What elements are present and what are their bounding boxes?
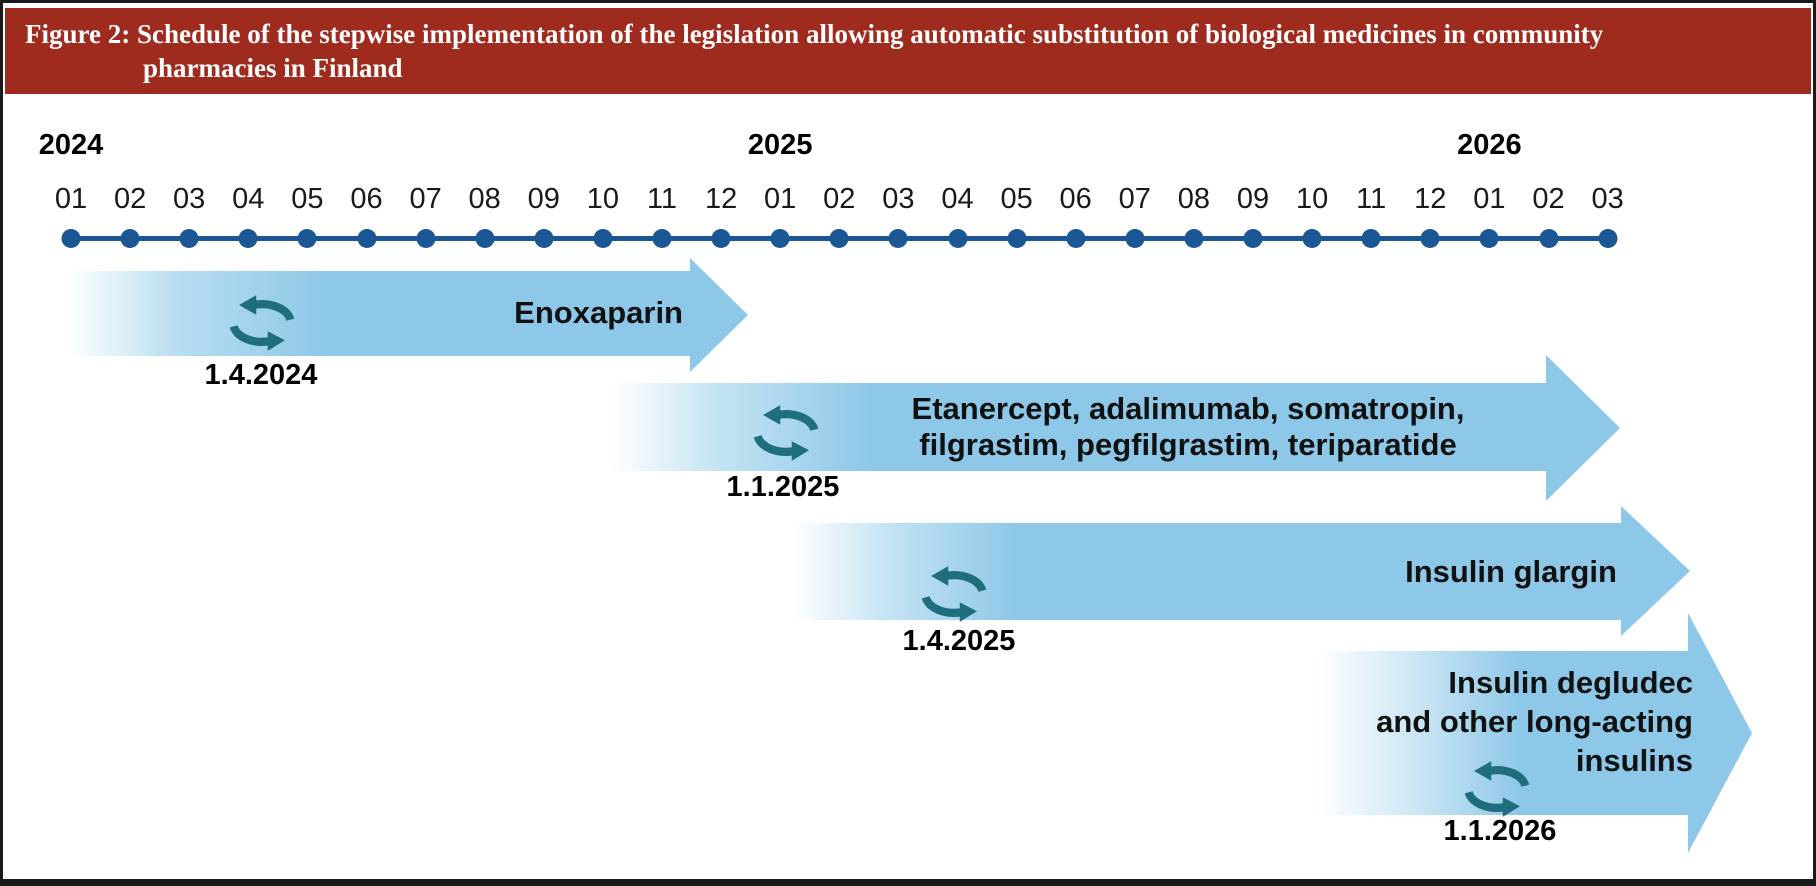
year-label-2024: 2024 [38,129,104,161]
year-label-2026: 2026 [1457,129,1522,161]
month-label: 01 [54,183,88,215]
timeline-dot [61,229,81,248]
timeline-dot [652,229,672,248]
substitution-start-date: 1.1.2025 [726,471,840,503]
arrow-label: Etanercept, adalimumab, somatropin, filg… [911,391,1465,462]
timeline-dot [829,229,849,248]
month-label: 01 [1473,183,1506,215]
month-label: 02 [823,183,856,215]
month-label: 07 [1118,183,1151,215]
arrow-label: Insulin degludec and other long-acting i… [1376,665,1693,778]
month-label: 08 [1177,183,1211,215]
month-label: 09 [1236,183,1270,215]
timeline-dot [534,229,554,248]
substitution-start-date: 1.4.2025 [902,625,1016,657]
month-label: 10 [1295,183,1329,215]
month-label: 08 [468,183,501,215]
arrow-label: Enoxaparin [514,295,683,330]
timeline-dot [1420,229,1440,248]
sync-icon [753,405,819,461]
month-label: 03 [882,183,915,215]
arrow-head [1688,613,1752,853]
month-label: 03 [1591,183,1624,215]
month-label: 10 [586,183,620,215]
timeline-dot [1539,229,1558,248]
month-label: 12 [704,183,738,215]
timeline-dot [297,229,317,248]
month-label: 05 [1000,183,1033,215]
arrow-head [1546,355,1620,501]
arrow-label: Insulin glargin [1405,554,1617,589]
arrow-body [610,383,1546,471]
timeline-dot [1598,229,1618,248]
month-label: 07 [409,183,442,215]
figure-title-line1: Figure 2: Schedule of the stepwise imple… [25,19,1604,49]
sync-icon [1464,761,1530,817]
sync-icon [229,295,295,351]
arrow-body [68,271,690,356]
month-label: 02 [113,183,147,215]
month-label: 04 [232,183,265,215]
month-label: 01 [764,183,797,215]
figure-title-bar: Figure 2: Schedule of the stepwise imple… [5,8,1811,94]
timeline-dot [888,229,908,248]
timeline-dot [593,229,613,248]
timeline-dot [357,229,376,248]
month-label: 09 [527,183,560,215]
timeline-dot [1184,229,1204,248]
substitution-start-date: 1.1.2026 [1443,815,1557,847]
timeline-dot [1479,229,1499,248]
month-label: 02 [1532,183,1565,215]
month-label: 04 [941,183,974,215]
timeline-dot [1125,229,1145,248]
timeline-dot [770,229,790,248]
month-label: 12 [1414,183,1447,215]
timeline-dot [238,229,258,248]
sync-icon [921,566,987,622]
timeline-dot [1066,229,1086,248]
timeline-dot [416,229,436,248]
timeline-dot [1243,229,1263,248]
arrow-head [690,258,748,372]
timeline-dot [179,229,199,248]
timeline-dot [711,229,731,248]
arrow-body [1316,651,1688,815]
timeline-dot [948,229,967,248]
year-label-2025: 2025 [747,129,813,161]
timeline-dot [1007,229,1027,248]
month-label: 11 [646,183,678,215]
timeline-dot [1302,229,1322,248]
month-label: 11 [1356,183,1387,215]
month-label: 03 [173,183,206,215]
month-label: 06 [1059,183,1092,215]
month-label: 06 [350,183,383,215]
timeline-dot [120,229,140,248]
arrow-head [1621,506,1690,636]
timeline-dot [1361,229,1381,248]
figure-title-line2: pharmacies in Finland [143,53,403,83]
timeline-dot [475,229,495,248]
month-label: 05 [291,183,324,215]
substitution-start-date: 1.4.2024 [204,359,318,391]
